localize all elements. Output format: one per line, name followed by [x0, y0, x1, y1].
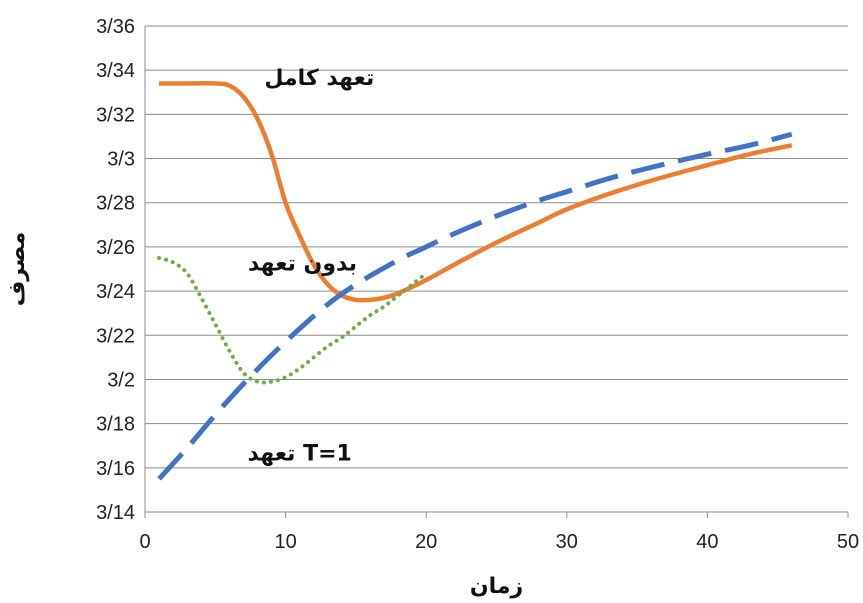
- y-tick-label: 3/16: [96, 458, 135, 480]
- y-tick-label: 3/28: [96, 193, 135, 215]
- y-tick-label: 3/32: [96, 104, 135, 126]
- y-axis-title: مصرف: [5, 232, 30, 307]
- x-tick-label: 20: [415, 531, 437, 553]
- series-line-t1-commitment: [157, 131, 793, 481]
- annotation-t1-commitment: T=1 تعهد: [247, 441, 351, 466]
- y-tick-label: 3/36: [96, 16, 135, 38]
- axes: [144, 26, 849, 518]
- x-tick-label: 0: [139, 531, 150, 553]
- annotation-no-commitment: بدون تعهد: [248, 251, 357, 276]
- series-line-no-commitment: [157, 255, 429, 385]
- y-tick-label: 3/22: [96, 325, 135, 347]
- gridlines: [145, 25, 848, 513]
- y-tick-label: 3/24: [96, 281, 135, 303]
- y-tick-label: 3/26: [96, 237, 135, 259]
- x-tick-label: 40: [696, 531, 718, 553]
- y-tick-labels: 3/14 3/16 3/18 3/2 3/22 3/24 3/26 3/28 3/3 3/32 3/…: [96, 16, 135, 524]
- y-tick-label: 3/3: [107, 149, 135, 171]
- y-tick-label: 3/18: [96, 414, 135, 436]
- y-tick-label: 3/34: [96, 60, 135, 82]
- annotation-full-commitment: تعهد کامل: [264, 66, 374, 91]
- series-line-full-commitment: [159, 81, 793, 303]
- x-tick-label: 10: [274, 531, 296, 553]
- x-tick-label: 30: [556, 531, 578, 553]
- series-annotations: تعهد کامل بدون تعهد T=1 تعهد: [247, 66, 374, 467]
- x-tick-label: 50: [837, 531, 859, 553]
- y-tick-label: 3/2: [107, 369, 135, 391]
- x-axis-title: زمان: [470, 574, 523, 599]
- series-lines: [157, 81, 793, 481]
- y-tick-label: 3/14: [96, 502, 135, 524]
- x-tick-labels: 0 10 20 30 40 50: [139, 531, 859, 553]
